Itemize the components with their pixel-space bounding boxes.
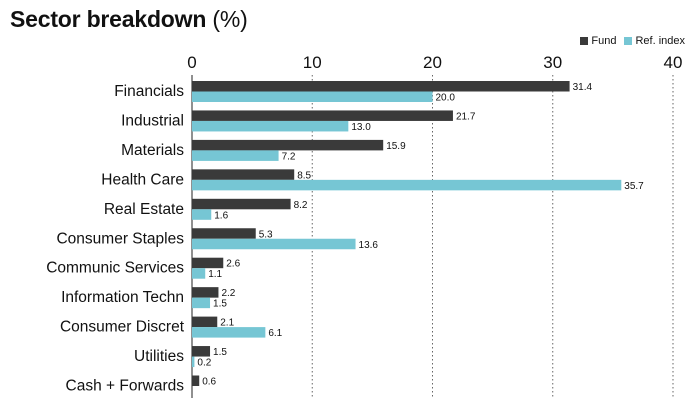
category-label: Materials (121, 142, 184, 159)
bar-fund (192, 81, 570, 92)
x-tick-label-30: 30 (543, 53, 562, 72)
legend-item-ref-index: Ref. index (624, 35, 685, 47)
x-tick-label-0: 0 (187, 53, 196, 72)
bar-ref-index (192, 356, 195, 368)
category-label: Communic Services (46, 260, 184, 277)
value-label-fund: 2.2 (221, 288, 235, 299)
bar-ref-index (192, 209, 212, 220)
bar-ref-index (192, 120, 349, 132)
value-label-ref-index: 6.1 (268, 328, 282, 339)
bar-ref-index (192, 238, 356, 250)
bar-fund (192, 228, 256, 239)
x-tick-label-40: 40 (664, 53, 683, 72)
bar-ref-index (192, 179, 622, 191)
category-label: Information Techn (61, 289, 184, 306)
bar-ref-index (192, 297, 211, 309)
category-label: Consumer Discret (60, 319, 185, 336)
value-label-fund: 15.9 (386, 141, 406, 152)
value-label-fund: 8.2 (294, 200, 308, 211)
value-label-fund: 1.5 (213, 347, 227, 358)
bar-fund (192, 316, 218, 328)
value-label-fund: 5.3 (259, 229, 273, 240)
value-label-fund: 0.6 (202, 377, 216, 388)
value-label-fund: 8.5 (297, 170, 311, 181)
value-label-fund: 31.4 (573, 82, 593, 93)
category-label: Financials (114, 83, 184, 100)
legend-swatch-fund (580, 37, 589, 45)
bar-ref-index (192, 327, 266, 338)
category-label: Consumer Staples (56, 230, 184, 247)
bar-fund (192, 110, 453, 121)
bar-fund (192, 375, 200, 386)
value-label-ref-index: 0.2 (197, 358, 211, 369)
value-label-ref-index: 35.7 (624, 181, 644, 192)
bar-ref-index (192, 91, 433, 102)
value-label-ref-index: 1.5 (213, 299, 227, 310)
value-label-fund: 2.1 (220, 318, 234, 329)
legend-swatch-ref-index (624, 37, 633, 45)
value-label-ref-index: 20.0 (436, 93, 456, 104)
bar-fund (192, 139, 384, 151)
chart-title-unit: (%) (212, 6, 248, 32)
category-label: Utilities (134, 348, 184, 365)
bar-fund (192, 346, 211, 357)
bar-fund (192, 169, 295, 180)
x-tick-label-10: 10 (303, 53, 322, 72)
value-label-ref-index: 13.0 (351, 122, 371, 133)
legend-item-fund: Fund (580, 35, 616, 47)
chart-title: Sector breakdown (%) (10, 6, 248, 33)
legend-label-ref-index: Ref. index (635, 35, 685, 47)
x-tick-label-20: 20 (423, 53, 442, 72)
category-label: Cash + Forwards (66, 378, 185, 395)
chart-title-text: Sector breakdown (10, 6, 207, 32)
category-label: Health Care (101, 171, 184, 188)
legend-label-fund: Fund (591, 35, 617, 47)
bar-fund (192, 257, 224, 269)
category-label: Real Estate (104, 201, 184, 218)
bar-ref-index (192, 150, 279, 161)
value-label-ref-index: 7.2 (282, 151, 296, 162)
value-label-fund: 21.7 (456, 111, 476, 122)
value-label-ref-index: 13.6 (359, 240, 379, 251)
value-label-fund: 2.6 (226, 259, 240, 270)
bar-fund (192, 198, 291, 210)
bar-ref-index (192, 268, 206, 279)
category-label: Industrial (121, 112, 184, 129)
legend: Fund Ref. index (580, 35, 685, 47)
bar-fund (192, 287, 219, 298)
value-label-ref-index: 1.1 (208, 269, 222, 280)
value-label-ref-index: 1.6 (214, 210, 228, 221)
